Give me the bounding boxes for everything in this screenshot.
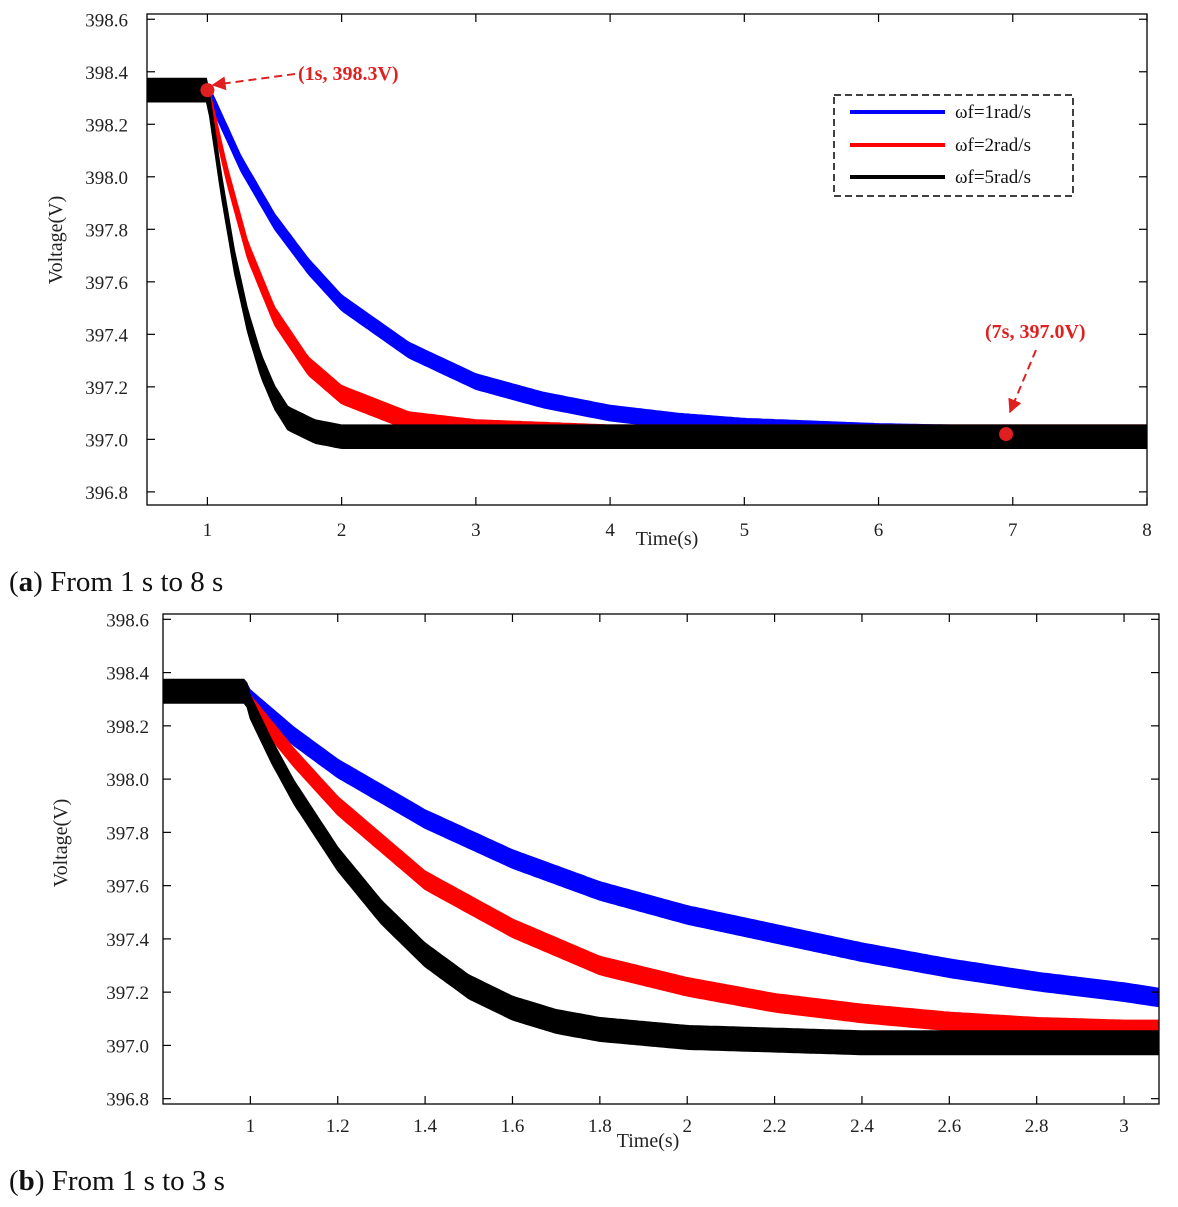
x-tick-label: 1.6 <box>501 1116 525 1137</box>
series-band-b-1 <box>163 681 1159 1008</box>
series-band-a-1 <box>147 81 1147 443</box>
x-tick-label: 7 <box>1008 520 1018 541</box>
y-tick-label: 397.0 <box>106 1036 149 1057</box>
annotation-start-label: (1s, 398.3V) <box>298 63 399 85</box>
y-axis-title-b: Voltage(V) <box>50 799 72 888</box>
y-tick-label: 397.2 <box>106 983 149 1004</box>
x-tick-label: 3 <box>1119 1116 1129 1137</box>
x-tick-label: 1.4 <box>413 1116 437 1137</box>
x-axis-b: 1 1.2 1.4 1.6 1.8 2 2.2 2.4 2.6 2.8 3 <box>246 614 1129 1137</box>
y-tick-label: 398.4 <box>85 63 128 84</box>
y-tick-label: 396.8 <box>106 1090 149 1111</box>
x-tick-label: 1 <box>203 520 213 541</box>
x-tick-label: 2.6 <box>937 1116 961 1137</box>
annotation-end: (7s, 397.0V) <box>985 321 1086 442</box>
plot-frame-b <box>162 613 1160 1105</box>
x-tick-label: 4 <box>605 520 615 541</box>
x-tick-label: 6 <box>874 520 884 541</box>
y-tick-label: 397.8 <box>106 823 149 844</box>
caption-b-text: From 1 s to 3 s <box>52 1165 225 1197</box>
series-layer-a <box>147 77 1147 449</box>
y-tick-label: 397.2 <box>85 378 128 399</box>
x-tick-label: 2.8 <box>1025 1116 1049 1137</box>
y-axis-a: 396.8 397.0 397.2 397.4 397.6 397.8 398.0 398.2… <box>85 10 1147 504</box>
x-tick-label: 1.2 <box>326 1116 350 1137</box>
legend-label-1: ωf=1rad/s <box>955 102 1031 123</box>
annotation-end-point <box>999 427 1014 442</box>
x-axis-title-b: Time(s) <box>617 1130 680 1152</box>
caption-a-text: From 1 s to 8 s <box>50 566 223 598</box>
y-tick-label: 396.8 <box>85 483 128 504</box>
annotation-start-point <box>200 83 215 98</box>
legend-label-3: ωf=5rad/s <box>955 167 1031 188</box>
y-tick-label: 398.0 <box>85 168 128 189</box>
series-band-b-3 <box>163 678 1159 1056</box>
x-tick-label: 1.8 <box>588 1116 612 1137</box>
y-tick-label: 397.6 <box>106 877 149 898</box>
y-tick-label: 398.0 <box>106 770 149 791</box>
x-axis-title-a: Time(s) <box>636 528 699 550</box>
caption-a: (a) From 1 s to 8 s <box>9 566 223 598</box>
x-tick-label: 2 <box>337 520 347 541</box>
x-axis-a: 1 2 3 4 5 6 7 8 <box>203 14 1152 541</box>
plot-frame-a <box>146 13 1148 506</box>
y-tick-label: 398.2 <box>85 115 128 136</box>
x-tick-label: 3 <box>471 520 481 541</box>
legend-label-2: ωf=2rad/s <box>955 135 1031 156</box>
annotation-start: (1s, 398.3V) <box>200 63 399 98</box>
x-tick-label: 1 <box>246 1116 256 1137</box>
y-tick-label: 397.0 <box>85 430 128 451</box>
panel-b-chart: 1 1.2 1.4 1.6 1.8 2 2.2 2.4 2.6 2.8 3 396.8397.039… <box>50 610 1160 1152</box>
annotation-end-label: (7s, 397.0V) <box>985 321 1086 343</box>
annotation-start-arrow <box>211 73 296 91</box>
y-tick-label: 398.2 <box>106 717 149 738</box>
y-tick-label: 397.4 <box>85 325 128 346</box>
x-tick-label: 5 <box>740 520 750 541</box>
caption-b: (b) From 1 s to 3 s <box>9 1165 225 1197</box>
series-layer-b <box>163 678 1159 1056</box>
annotation-end-arrow <box>1008 349 1037 414</box>
y-tick-label: 398.6 <box>106 610 149 631</box>
y-tick-label: 397.6 <box>85 273 128 294</box>
x-tick-label: 2.2 <box>763 1116 787 1137</box>
y-tick-label: 398.6 <box>85 10 128 31</box>
series-band-b-2 <box>163 681 1159 1040</box>
y-tick-label: 398.4 <box>106 664 149 685</box>
y-axis-b: 396.8 397.0 397.2 397.4 397.6 397.8 398.0 398.2… <box>106 610 1159 1111</box>
y-tick-label: 397.8 <box>85 220 128 241</box>
x-tick-label: 2.4 <box>850 1116 874 1137</box>
y-axis-title-a: Voltage(V) <box>45 196 67 285</box>
caption-a-letter: a <box>19 566 34 598</box>
legend-a: ωf=1rad/s ωf=2rad/s ωf=5rad/s <box>833 94 1074 197</box>
series-band-a-3 <box>147 77 1147 449</box>
caption-b-letter: b <box>19 1165 35 1197</box>
y-tick-label: 397.4 <box>106 930 149 951</box>
x-tick-label: 8 <box>1142 520 1152 541</box>
x-tick-label: 2 <box>682 1116 692 1137</box>
